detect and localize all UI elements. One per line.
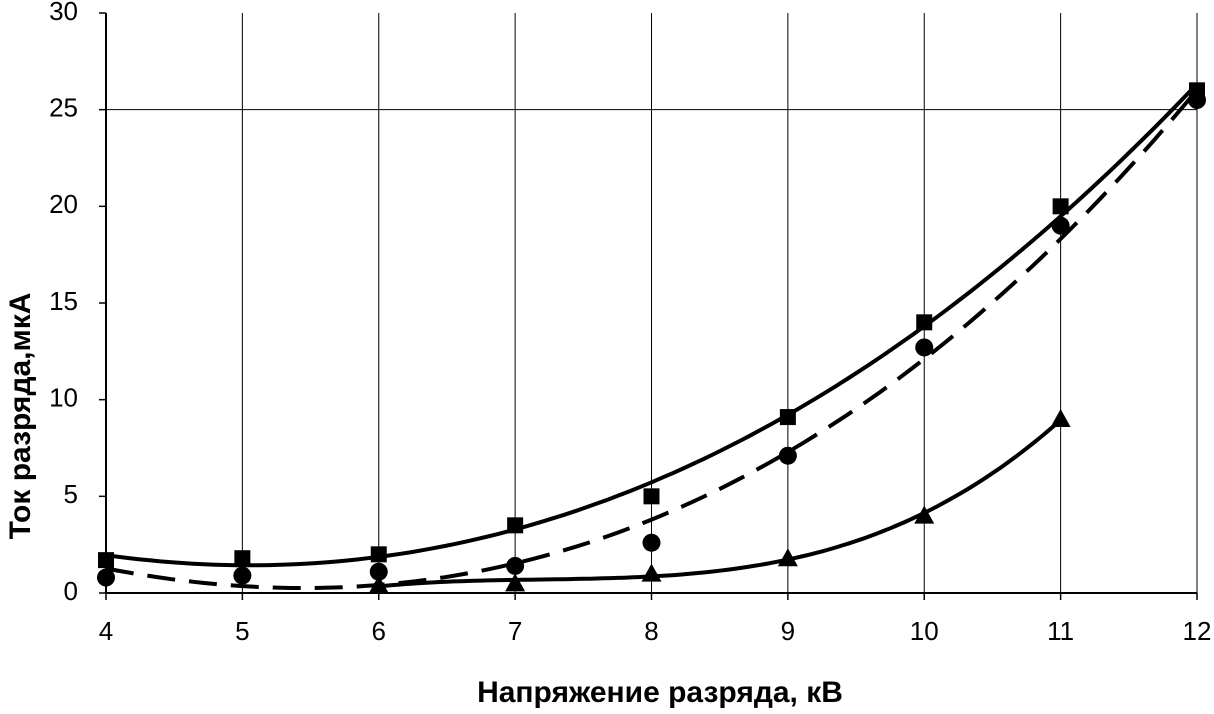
y-axis-title: Ток разряда,мкА [4, 293, 37, 540]
marker [97, 568, 115, 587]
marker [915, 338, 934, 357]
y-tick-label: 25 [49, 93, 78, 123]
marker [370, 546, 387, 563]
trend-line [105, 88, 1199, 590]
marker [641, 563, 662, 582]
marker [1050, 409, 1071, 427]
marker [779, 409, 796, 426]
marker [506, 556, 525, 575]
x-tick-label: 6 [372, 616, 386, 646]
marker [368, 575, 389, 594]
marker [777, 548, 798, 567]
marker [233, 566, 252, 585]
marker [642, 533, 661, 552]
x-tick-label: 12 [1183, 616, 1212, 646]
marker [1188, 91, 1206, 109]
y-tick-label: 20 [49, 189, 78, 219]
x-tick-label: 4 [99, 616, 113, 646]
marker [916, 314, 933, 331]
y-tick-label: 5 [64, 479, 78, 509]
marker [778, 446, 797, 465]
marker [505, 573, 526, 592]
x-tick-label: 8 [644, 616, 658, 646]
y-tick-label: 10 [49, 383, 78, 413]
y-tick-label: 15 [49, 286, 78, 316]
y-tick-label: 30 [49, 0, 78, 26]
marker [1052, 198, 1069, 215]
x-tick-label: 9 [781, 616, 795, 646]
x-tick-label: 7 [508, 616, 522, 646]
marker [1051, 216, 1070, 235]
marker [98, 552, 114, 569]
marker [914, 505, 935, 524]
x-tick-label: 5 [235, 616, 249, 646]
marker [643, 488, 660, 505]
trend-line [105, 82, 1199, 568]
marker [507, 517, 524, 534]
trend-line [378, 418, 1062, 589]
y-tick-label: 0 [64, 576, 78, 606]
x-tick-label: 11 [1047, 616, 1074, 646]
x-tick-label: 10 [910, 616, 939, 646]
marker [369, 562, 388, 581]
x-axis-title: Напряжение разряда, кВ [477, 676, 843, 709]
marker [234, 550, 251, 567]
